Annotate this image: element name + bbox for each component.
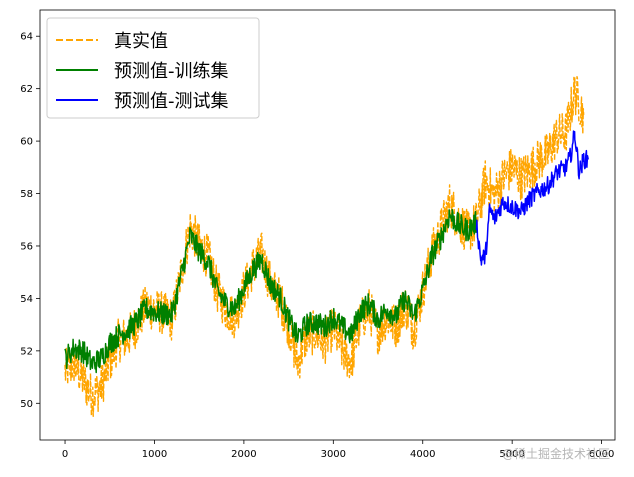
series-line-2 [64, 208, 478, 374]
x-tick-label: 0 [62, 449, 68, 460]
legend-label-1: 真实值 [114, 31, 168, 52]
series-line-1 [64, 76, 585, 417]
x-tick-label: 1000 [142, 449, 167, 460]
plot-frame [39, 9, 616, 441]
y-tick-label: 58 [20, 189, 33, 200]
y-tick-label: 62 [20, 84, 33, 95]
y-tick-label: 64 [20, 32, 33, 43]
watermark-text: @稀土掘金技术社区 [502, 446, 610, 461]
x-tick-label: 2000 [231, 449, 256, 460]
x-tick-label: 4000 [410, 449, 435, 460]
legend-label-3: 预测值-测试集 [114, 91, 229, 112]
legend-box [46, 17, 260, 119]
y-tick-label: 60 [20, 137, 33, 148]
series-line-3 [475, 130, 589, 266]
x-tick-label: 5000 [499, 449, 524, 460]
y-tick-label: 52 [20, 346, 33, 357]
x-axis: 0 1000 2000 3000 4000 5000 6000 [62, 440, 614, 460]
series-layer [64, 76, 589, 417]
y-tick-label: 56 [20, 241, 33, 252]
y-tick-label: 54 [20, 294, 33, 305]
legend-label-2: 预测值-训练集 [114, 61, 229, 82]
y-axis: 50 52 54 56 58 60 62 64 [20, 32, 40, 410]
x-tick-label: 6000 [589, 449, 614, 460]
x-tick-label: 3000 [321, 449, 346, 460]
y-tick-label: 50 [20, 399, 33, 410]
